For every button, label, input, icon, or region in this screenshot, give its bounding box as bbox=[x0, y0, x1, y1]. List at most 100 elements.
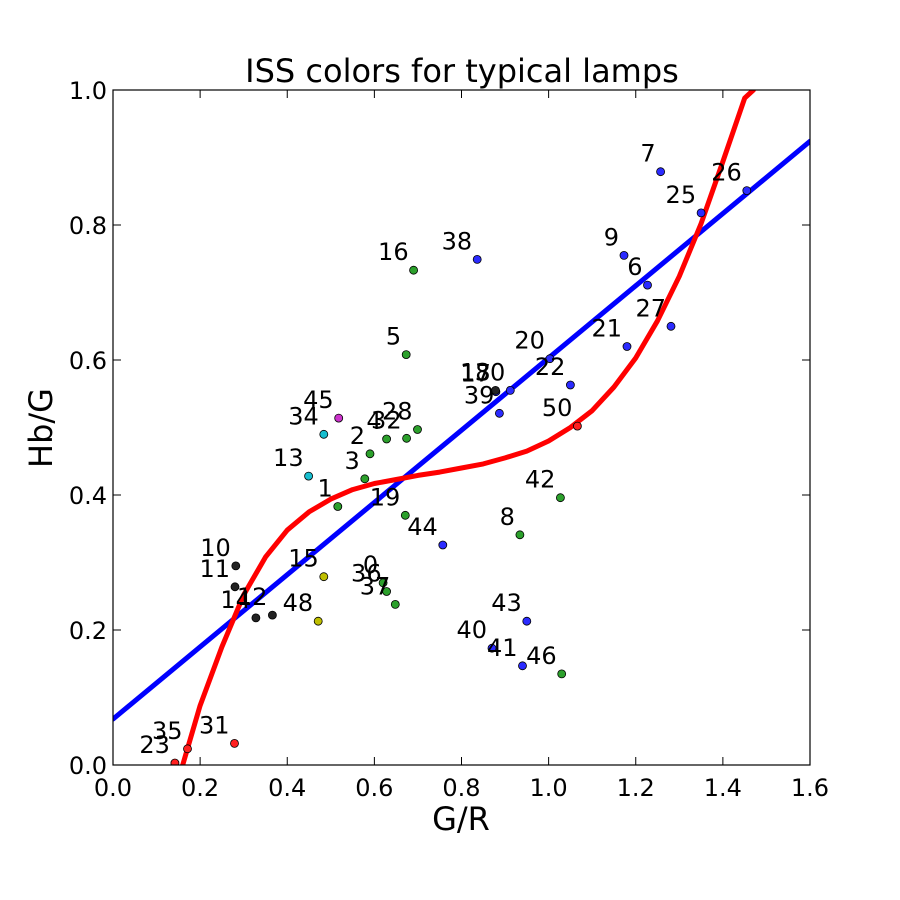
data-point-50 bbox=[573, 421, 582, 431]
point-label-20: 20 bbox=[514, 327, 545, 355]
point-label-11: 11 bbox=[199, 555, 230, 583]
data-point-14 bbox=[251, 613, 261, 623]
y-tick-label: 0.4 bbox=[69, 482, 107, 510]
data-point-32 bbox=[402, 433, 412, 443]
data-point-11 bbox=[230, 582, 240, 592]
x-tick-label: 1.2 bbox=[617, 774, 655, 802]
point-label-0: 0 bbox=[363, 551, 378, 579]
data-point-2 bbox=[365, 449, 375, 459]
data-point-12 bbox=[267, 610, 277, 620]
point-label-13: 13 bbox=[273, 444, 304, 472]
point-label-6: 6 bbox=[627, 253, 642, 281]
x-tick-label: 0.4 bbox=[268, 774, 306, 802]
data-point-19 bbox=[400, 510, 410, 520]
point-label-41: 41 bbox=[487, 634, 518, 662]
point-label-37: 37 bbox=[360, 572, 391, 600]
point-label-2: 2 bbox=[350, 422, 365, 450]
point-label-17: 17 bbox=[460, 360, 491, 388]
x-tick-label: 0.0 bbox=[94, 774, 132, 802]
point-label-42: 42 bbox=[525, 466, 556, 494]
point-label-36: 36 bbox=[351, 560, 382, 588]
data-point-43 bbox=[522, 616, 532, 626]
data-point-41 bbox=[518, 661, 527, 671]
point-label-1: 1 bbox=[318, 475, 333, 503]
point-label-31: 31 bbox=[199, 711, 230, 739]
x-axis-label: G/R bbox=[432, 800, 490, 838]
y-tick-label: 0.6 bbox=[69, 347, 107, 375]
point-label-14: 14 bbox=[220, 586, 251, 614]
data-point-26 bbox=[742, 186, 752, 196]
point-label-28: 28 bbox=[382, 398, 413, 426]
y-tick-label: 0.0 bbox=[69, 752, 107, 780]
y-axis: 0.0 0.2 0.4 0.6 0.8 1.0 bbox=[69, 77, 810, 780]
data-point-38 bbox=[472, 254, 482, 264]
point-label-5: 5 bbox=[386, 323, 401, 351]
point-label-48: 48 bbox=[283, 589, 314, 617]
data-point-35 bbox=[183, 744, 192, 754]
y-tick-label: 0.8 bbox=[69, 212, 107, 240]
x-tick-label: 1.6 bbox=[791, 774, 829, 802]
data-point-34 bbox=[319, 429, 329, 439]
data-point-13 bbox=[304, 471, 314, 481]
data-point-4 bbox=[382, 434, 392, 444]
x-tick-label: 0.6 bbox=[355, 774, 393, 802]
data-point-37 bbox=[390, 600, 400, 609]
y-tick-label: 1.0 bbox=[69, 77, 107, 105]
data-point-3 bbox=[360, 474, 370, 484]
data-point-44 bbox=[438, 540, 448, 550]
data-point-42 bbox=[556, 493, 565, 503]
y-axis-label: Hb/G bbox=[22, 388, 60, 468]
data-point-15 bbox=[319, 572, 329, 582]
data-point-22 bbox=[566, 380, 575, 390]
data-point-10 bbox=[231, 561, 241, 571]
data-point-9 bbox=[619, 250, 629, 260]
data-point-40 bbox=[487, 643, 497, 653]
point-label-25: 25 bbox=[666, 181, 697, 209]
point-label-9: 9 bbox=[604, 223, 619, 251]
data-point-31 bbox=[230, 739, 239, 748]
point-label-38: 38 bbox=[442, 227, 473, 255]
point-label-8: 8 bbox=[500, 503, 515, 531]
point-label-18: 18 bbox=[460, 358, 491, 386]
point-label-40: 40 bbox=[456, 616, 487, 644]
point-label-4: 4 bbox=[366, 407, 381, 435]
data-point-0 bbox=[378, 578, 388, 588]
x-tick-label: 1.0 bbox=[530, 774, 568, 802]
data-point-46 bbox=[557, 669, 567, 679]
point-label-16: 16 bbox=[378, 238, 409, 266]
point-label-32: 32 bbox=[371, 406, 402, 434]
point-label-43: 43 bbox=[491, 589, 522, 617]
data-point-5 bbox=[401, 350, 411, 360]
data-point-25 bbox=[696, 208, 706, 218]
data-point-28 bbox=[413, 425, 422, 434]
data-point-6 bbox=[643, 280, 652, 290]
point-label-12: 12 bbox=[237, 583, 268, 611]
x-axis: 0.0 0.2 0.4 0.6 0.8 1.0 1.2 1.4 1.6 bbox=[94, 90, 829, 802]
point-label-26: 26 bbox=[711, 159, 742, 187]
data-point-7 bbox=[656, 167, 665, 177]
data-point-23 bbox=[170, 758, 180, 765]
y-tick-label: 0.2 bbox=[69, 617, 107, 645]
x-tick-label: 0.2 bbox=[181, 774, 219, 802]
plot-area bbox=[113, 90, 810, 765]
point-label-46: 46 bbox=[526, 642, 557, 670]
point-label-39: 39 bbox=[464, 381, 495, 409]
data-point-27 bbox=[666, 321, 676, 331]
point-label-22: 22 bbox=[535, 353, 566, 381]
point-label-34: 34 bbox=[288, 402, 319, 430]
data-point-36 bbox=[382, 587, 392, 596]
data-point-30 bbox=[505, 385, 515, 395]
point-label-27: 27 bbox=[635, 294, 666, 322]
x-tick-label: 0.8 bbox=[442, 774, 480, 802]
data-point-48 bbox=[313, 616, 323, 626]
data-point-18 bbox=[491, 385, 500, 395]
chart-title: ISS colors for typical lamps bbox=[245, 52, 679, 90]
data-point-20 bbox=[545, 354, 555, 364]
data-point-39 bbox=[494, 408, 504, 418]
point-label-35: 35 bbox=[152, 717, 183, 745]
data-point-1 bbox=[333, 502, 343, 511]
point-label-23: 23 bbox=[139, 731, 170, 759]
